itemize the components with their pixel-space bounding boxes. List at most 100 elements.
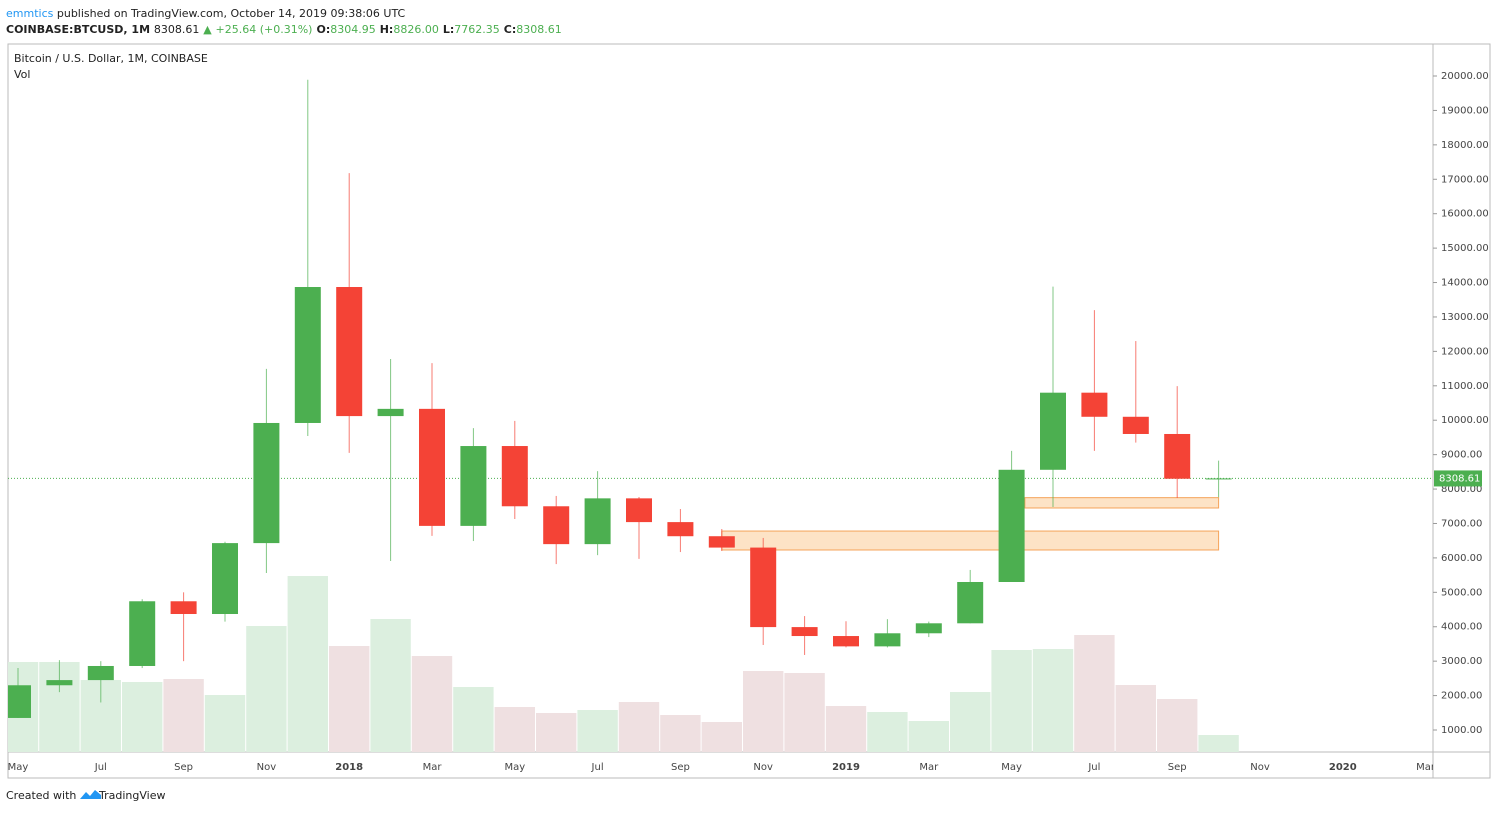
x-tick-label: 2019 (832, 762, 860, 773)
published: published on TradingView.com, October 14… (57, 7, 406, 20)
y-tick-label: 3000.00 (1441, 656, 1482, 667)
footer-brand[interactable]: TradingView (98, 789, 165, 802)
candle-body (708, 536, 735, 548)
x-tick-label: Nov (753, 762, 773, 773)
candle-body (129, 601, 156, 666)
volume-bar (287, 576, 328, 752)
candle-body (294, 287, 321, 423)
y-tick-label: 2000.00 (1441, 691, 1482, 702)
x-tick-label: Jul (94, 762, 107, 773)
x-tick-label: Mar (919, 762, 939, 773)
x-tick-label: May (8, 762, 29, 773)
candle-body (833, 636, 859, 647)
candle-body (915, 623, 942, 634)
candle-body (626, 498, 652, 523)
zone (721, 530, 1220, 551)
x-tick-label: Sep (1168, 762, 1187, 773)
x-tick-label: Mar (423, 762, 443, 773)
y-tick-label: 8000.00 (1441, 484, 1482, 495)
volume-bar (950, 692, 991, 752)
y-tick-label: 16000.00 (1441, 209, 1489, 220)
up-arrow: ▲ (203, 23, 212, 36)
y-tick-label: 9000.00 (1441, 450, 1482, 461)
y-tick-label: 7000.00 (1441, 518, 1482, 529)
candle-body (460, 446, 487, 526)
y-tick-label: 15000.00 (1441, 243, 1489, 254)
candle-body (1205, 478, 1232, 480)
y-tick-label: 12000.00 (1441, 346, 1489, 357)
volume-bar (908, 721, 949, 752)
ohlc-value: 7762.35 (454, 23, 500, 36)
volume-bar (370, 619, 411, 752)
candle-body (998, 469, 1025, 582)
candle-body (87, 665, 114, 681)
volume-bar (1074, 635, 1115, 752)
volume-bar (1157, 699, 1198, 752)
candle-body (253, 422, 280, 544)
y-tick-label: 4000.00 (1441, 622, 1482, 633)
x-tick-label: Nov (1250, 762, 1270, 773)
candle-body (957, 581, 984, 624)
candle-body (874, 633, 901, 647)
volume-bar (453, 687, 494, 752)
ohlc-label: C: (504, 23, 516, 36)
y-tick-label: 20000.00 (1441, 71, 1489, 82)
x-tick-label: Jul (591, 762, 604, 773)
volume-bar (329, 646, 370, 752)
y-tick-label: 10000.00 (1441, 415, 1489, 426)
ohlc-value: 8308.61 (516, 23, 562, 36)
author[interactable]: emmtics (6, 7, 54, 20)
candle-body (377, 408, 404, 417)
x-tick-label: 2020 (1329, 762, 1357, 773)
volume-bar (1115, 685, 1156, 752)
y-tick-label: 18000.00 (1441, 140, 1489, 151)
y-tick-label: 1000.00 (1441, 725, 1482, 736)
y-tick-label: 17000.00 (1441, 174, 1489, 185)
ohlc-value: 8304.95 (330, 23, 376, 36)
ohlc-value: 8826.00 (393, 23, 439, 36)
candle-body (667, 522, 694, 537)
candle-body (46, 680, 73, 686)
symbol: COINBASE:BTCUSD, 1M (6, 23, 150, 36)
x-tick-label: Jul (1087, 762, 1100, 773)
logo (80, 790, 101, 799)
volume-bar (163, 679, 204, 752)
footer: Created with (6, 789, 76, 802)
volume-bar (246, 626, 287, 752)
y-tick-label: 11000.00 (1441, 381, 1489, 392)
y-tick-label: 6000.00 (1441, 553, 1482, 564)
ohlc-label: H: (380, 23, 394, 36)
price-axis: 1000.00 2000.00 3000.00 4000.00 5000.00 6000.… (1433, 71, 1489, 736)
volume-bar (1198, 735, 1239, 752)
last-price: 8308.61 (154, 23, 200, 36)
volume-bar (204, 695, 246, 752)
candle-body (1122, 416, 1149, 434)
candle-body (750, 547, 777, 628)
candle-body (8, 685, 31, 718)
y-tick-label: 5000.00 (1441, 587, 1482, 598)
volume-bar (536, 713, 577, 752)
volume-label: Vol (14, 68, 30, 81)
x-tick-label: May (1001, 762, 1022, 773)
volume-bar (1032, 649, 1074, 752)
y-tick-label: 13000.00 (1441, 312, 1489, 323)
candle-body (212, 543, 238, 615)
volume-bar (577, 710, 618, 752)
candle-body (170, 601, 197, 615)
candle-body (1081, 392, 1108, 417)
volume-bar (411, 656, 453, 752)
x-tick-label: 2018 (335, 762, 363, 773)
candle-body (501, 446, 528, 507)
ohlc-label: L: (443, 23, 454, 36)
volume-bar (991, 650, 1032, 752)
x-tick-label: Sep (671, 762, 690, 773)
candle-body (1040, 392, 1066, 470)
volume-bar (784, 673, 825, 752)
candle-body (1164, 433, 1191, 479)
change: +25.64 (+0.31%) (216, 23, 313, 36)
x-tick-label: May (504, 762, 525, 773)
volume-bar (701, 722, 742, 752)
volume-bar (743, 671, 784, 752)
